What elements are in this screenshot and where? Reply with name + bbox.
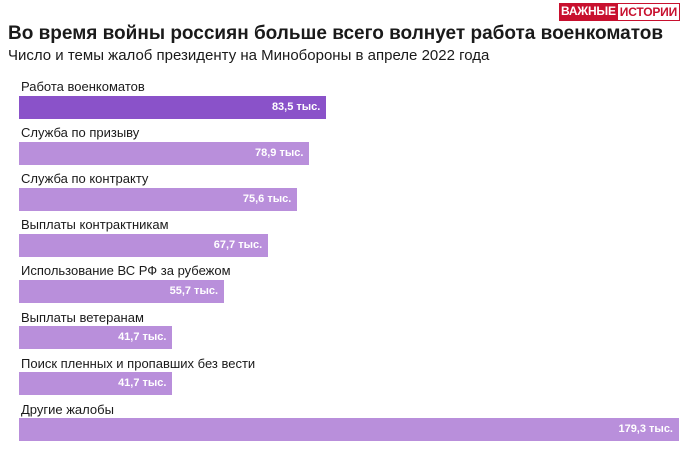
bar <box>19 279 225 303</box>
category-label: Поиск пленных и пропавших без вести <box>21 355 256 371</box>
value-label: 179,3 тыс. <box>618 423 673 436</box>
value-label: 75,6 тыс. <box>242 192 292 205</box>
category-label: Другие жалобы <box>21 401 114 417</box>
bar <box>19 372 173 396</box>
category-label: Выплаты ветеранам <box>21 309 144 325</box>
bar <box>19 233 269 257</box>
chart-subtitle: Число и темы жалоб президенту на Минобор… <box>8 47 490 64</box>
category-label: Служба по контракту <box>21 171 149 187</box>
logo-part1: ВАЖНЫЕ <box>558 3 618 21</box>
category-label: Использование ВС РФ за рубежом <box>21 263 231 279</box>
logo-part2: ИСТОРИИ <box>617 3 680 21</box>
value-label: 41,7 тыс. <box>118 377 167 390</box>
bar <box>19 95 327 119</box>
logo: ВАЖНЫЕ ИСТОРИИ <box>558 3 680 21</box>
bar <box>19 418 679 442</box>
value-label: 41,7 тыс. <box>118 331 167 343</box>
category-label: Выплаты контрактникам <box>21 217 169 233</box>
bar <box>19 141 310 165</box>
chart-title: Во время войны россиян больше всего волн… <box>8 23 664 44</box>
value-label: 78,9 тыс. <box>255 146 304 159</box>
value-label: 55,7 тыс. <box>169 284 219 297</box>
bar <box>19 326 173 349</box>
category-label: Служба по призыву <box>21 125 140 141</box>
value-label: 67,7 тыс. <box>213 238 263 251</box>
category-label: Работа военкоматов <box>21 79 145 94</box>
value-label: 83,5 тыс. <box>271 100 321 113</box>
bar <box>19 187 298 211</box>
